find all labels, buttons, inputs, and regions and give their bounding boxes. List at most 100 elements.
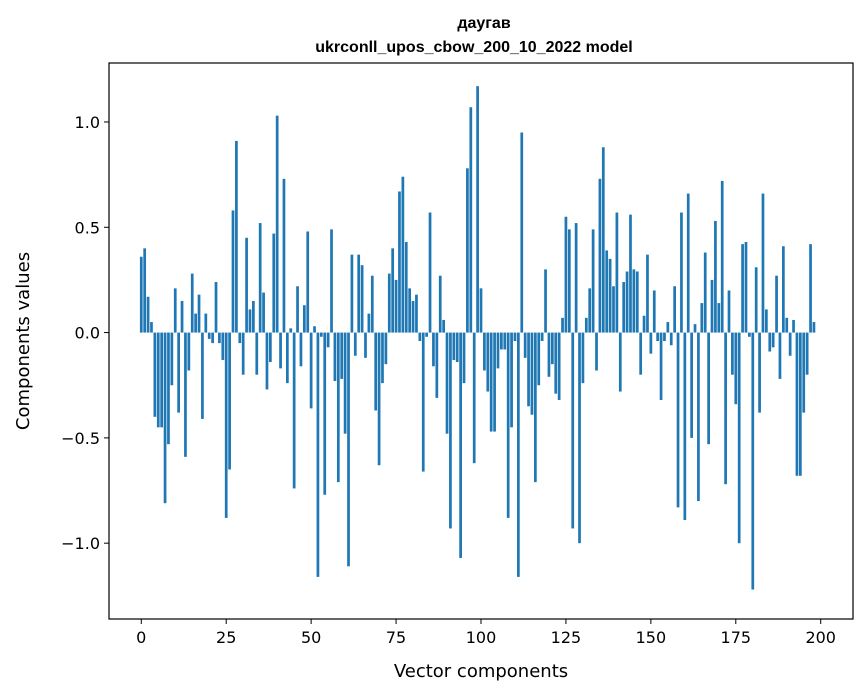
bar-119 bbox=[544, 269, 547, 333]
bar-152 bbox=[656, 332, 660, 341]
bar-50 bbox=[309, 332, 313, 409]
bar-174 bbox=[731, 332, 734, 375]
bar-64 bbox=[357, 254, 361, 333]
bar-168 bbox=[710, 279, 714, 333]
bar-179 bbox=[748, 332, 751, 337]
bar-170 bbox=[717, 303, 721, 333]
bar-155 bbox=[666, 322, 670, 333]
bar-90 bbox=[445, 332, 449, 434]
bar-20 bbox=[207, 332, 211, 339]
bar-42 bbox=[282, 178, 286, 333]
bar-52 bbox=[316, 332, 320, 577]
bar-164 bbox=[697, 332, 700, 502]
bar-138 bbox=[608, 258, 612, 333]
bar-183 bbox=[761, 193, 765, 333]
bar-108 bbox=[506, 332, 510, 518]
bar-126 bbox=[567, 229, 571, 333]
bar-11 bbox=[177, 332, 180, 413]
bar-8 bbox=[167, 332, 170, 445]
bar-158 bbox=[676, 332, 680, 508]
bar-15 bbox=[190, 273, 194, 333]
bar-13 bbox=[184, 332, 187, 457]
bar-38 bbox=[269, 332, 272, 363]
bar-145 bbox=[632, 269, 636, 333]
bars-group bbox=[139, 86, 816, 590]
y-tick-label: 1.0 bbox=[75, 113, 100, 132]
bar-62 bbox=[350, 254, 354, 333]
bar-103 bbox=[489, 332, 493, 432]
bar-148 bbox=[642, 315, 646, 333]
bar-30 bbox=[241, 332, 245, 375]
bar-171 bbox=[720, 180, 724, 333]
bar-154 bbox=[663, 332, 666, 341]
bar-56 bbox=[330, 229, 333, 333]
x-tick-label: 200 bbox=[805, 628, 836, 647]
bar-194 bbox=[798, 332, 802, 476]
bar-95 bbox=[462, 332, 466, 384]
bar-186 bbox=[771, 332, 775, 348]
y-tick-label: 0.0 bbox=[75, 324, 100, 343]
bar-61 bbox=[347, 332, 350, 567]
bar-129 bbox=[578, 332, 581, 544]
bar-16 bbox=[194, 313, 197, 333]
bar-162 bbox=[690, 332, 693, 438]
bar-173 bbox=[727, 290, 731, 333]
y-tick-label: 0.5 bbox=[75, 218, 100, 237]
bar-149 bbox=[646, 254, 649, 333]
bar-112 bbox=[520, 132, 524, 333]
bar-2 bbox=[146, 296, 150, 333]
bar-177 bbox=[741, 244, 744, 333]
bar-23 bbox=[218, 332, 221, 344]
bar-94 bbox=[459, 332, 462, 558]
bar-14 bbox=[187, 332, 191, 371]
bar-72 bbox=[384, 332, 388, 365]
bar-76 bbox=[398, 191, 401, 333]
plot-frame bbox=[108, 62, 854, 620]
bar-167 bbox=[707, 332, 710, 445]
bar-33 bbox=[252, 300, 255, 333]
x-tick-label: 50 bbox=[301, 628, 321, 647]
bar-135 bbox=[598, 178, 602, 333]
bar-0 bbox=[139, 256, 143, 333]
x-tick-label: 125 bbox=[551, 628, 582, 647]
bar-69 bbox=[374, 332, 378, 411]
bar-153 bbox=[659, 332, 663, 400]
bar-4 bbox=[153, 332, 157, 417]
bar-29 bbox=[238, 332, 242, 344]
x-tick-label: 175 bbox=[721, 628, 752, 647]
bar-111 bbox=[517, 332, 520, 577]
bar-124 bbox=[561, 317, 564, 333]
bar-181 bbox=[754, 267, 758, 333]
bar-143 bbox=[625, 271, 629, 333]
bar-9 bbox=[170, 332, 174, 386]
bar-182 bbox=[758, 332, 761, 413]
bar-37 bbox=[265, 332, 269, 390]
bar-63 bbox=[353, 332, 357, 356]
bar-41 bbox=[279, 332, 282, 369]
bar-28 bbox=[235, 140, 238, 333]
bar-176 bbox=[737, 332, 741, 544]
bar-160 bbox=[683, 332, 687, 521]
x-tick-label: 150 bbox=[636, 628, 667, 647]
bar-77 bbox=[401, 176, 405, 333]
bar-151 bbox=[652, 290, 656, 333]
bar-48 bbox=[302, 305, 306, 333]
bar-66 bbox=[364, 332, 367, 358]
bar-106 bbox=[500, 332, 503, 350]
bar-75 bbox=[394, 279, 398, 333]
bar-19 bbox=[204, 313, 208, 333]
bar-130 bbox=[581, 332, 585, 384]
bar-198 bbox=[812, 322, 816, 333]
bar-97 bbox=[469, 107, 473, 333]
bar-36 bbox=[262, 292, 265, 333]
bar-134 bbox=[595, 332, 598, 371]
bar-82 bbox=[418, 332, 422, 341]
chart-title: даугав bbox=[457, 15, 511, 32]
bar-127 bbox=[571, 332, 575, 529]
bar-139 bbox=[612, 286, 615, 333]
bar-110 bbox=[513, 332, 517, 341]
bar-133 bbox=[591, 229, 595, 333]
bar-101 bbox=[483, 332, 486, 371]
bar-51 bbox=[313, 326, 316, 333]
